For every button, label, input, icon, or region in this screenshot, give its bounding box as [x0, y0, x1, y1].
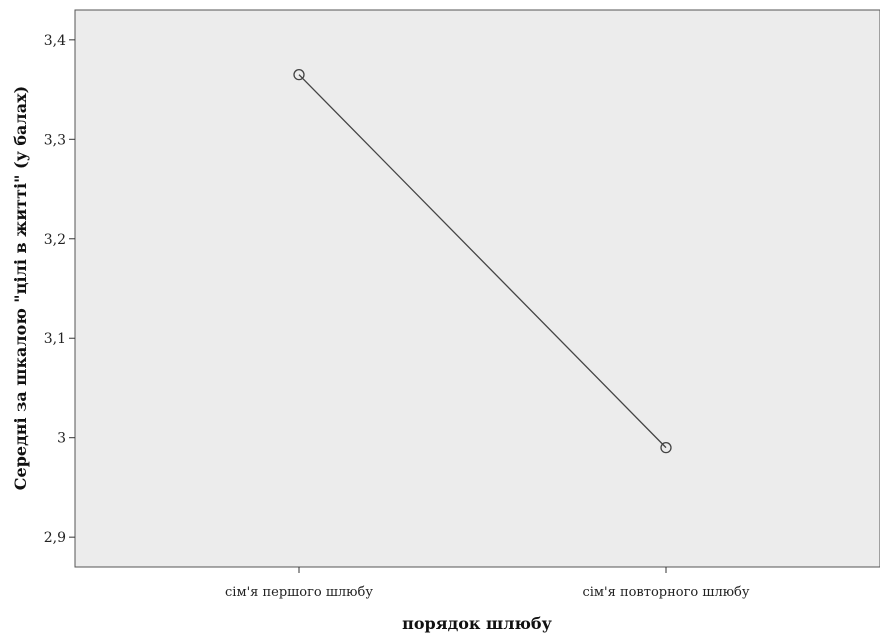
- y-axis-title: Середні за шкалою "цілі в житті" (у бала…: [11, 86, 30, 490]
- y-tick-label: 2,9: [44, 530, 66, 546]
- y-tick-label: 3,3: [44, 132, 66, 148]
- x-tick-label: сім'я першого шлюбу: [225, 585, 373, 600]
- series-group: [293, 69, 672, 454]
- x-axis-title: порядок шлюбу: [402, 614, 552, 633]
- x-axis: сім'я першого шлюбу сім'я повторного шлюб…: [225, 567, 750, 600]
- series-line: [298, 74, 667, 449]
- data-point: [660, 441, 672, 454]
- y-tick-label: 3,4: [44, 33, 66, 49]
- y-axis: 2,9 3 3,1 3,2 3,3 3,4: [44, 33, 75, 546]
- y-tick-label: 3,2: [44, 232, 66, 248]
- data-point: [293, 69, 305, 81]
- x-tick-label: сім'я повторного шлюбу: [582, 585, 749, 600]
- plot-area: [74, 9, 880, 568]
- y-tick-label: 3: [57, 431, 66, 447]
- y-tick-label: 3,1: [44, 331, 66, 347]
